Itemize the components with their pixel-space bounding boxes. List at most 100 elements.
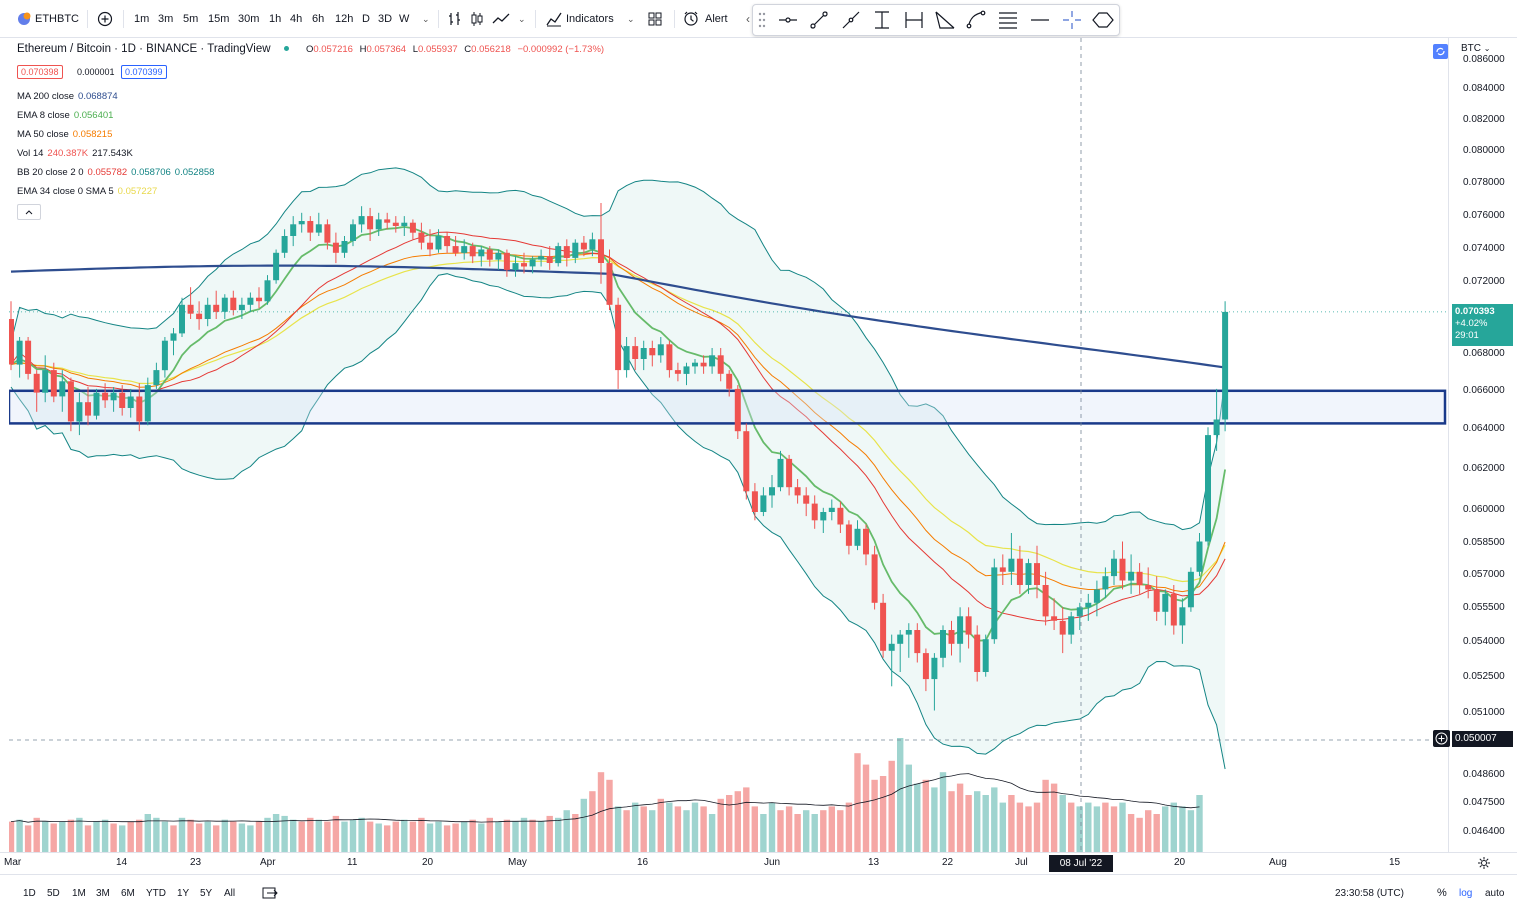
trend-line-icon[interactable]	[810, 11, 828, 29]
volume-bar	[110, 823, 117, 852]
candle-body	[1093, 589, 1100, 603]
vertical-range-icon[interactable]	[875, 11, 889, 29]
curve-line-icon[interactable]	[966, 10, 986, 29]
volume-bar	[1025, 806, 1032, 852]
sync-icon[interactable]	[1433, 44, 1448, 59]
candle-body	[1179, 607, 1186, 626]
alarm-clock-icon[interactable]	[683, 0, 699, 38]
interval-button[interactable]: 5m	[183, 13, 199, 25]
interval-button[interactable]: 1h	[269, 13, 282, 25]
chart-settings-gear-icon[interactable]	[1477, 856, 1491, 875]
study-legend-row[interactable]: EMA 34 close 0 SMA 5 0.057227	[17, 186, 161, 197]
interval-button[interactable]: 3m	[158, 13, 174, 25]
candles-chart-type-icon[interactable]	[470, 0, 484, 38]
date-range-button[interactable]: 1M	[72, 888, 86, 899]
study-legend-row[interactable]: MA 200 close 0.068874	[17, 91, 122, 102]
candle-body	[144, 385, 151, 422]
study-value: 0.052858	[174, 167, 215, 178]
percent-scale-toggle[interactable]: %	[1437, 887, 1447, 899]
volume-bar	[956, 783, 964, 852]
date-range-button[interactable]: 3M	[96, 888, 110, 899]
horizontal-range-icon[interactable]	[905, 12, 923, 28]
candle-body	[93, 392, 100, 416]
interval-button[interactable]: 3D	[378, 13, 393, 25]
candle-body	[606, 263, 613, 305]
date-range-button[interactable]: YTD	[146, 888, 166, 899]
indicators-icon[interactable]	[546, 0, 562, 38]
study-legend-row[interactable]: BB 20 close 2 0 0.055782 0.058706 0.052858	[17, 167, 218, 178]
time-tick: Apr	[260, 857, 276, 868]
interval-button[interactable]: 15m	[208, 13, 230, 25]
triangle-pattern-icon[interactable]	[935, 11, 955, 29]
compare-symbol-button[interactable]	[97, 0, 113, 38]
candles	[8, 203, 1448, 711]
date-range-button[interactable]: 6M	[121, 888, 135, 899]
volume-bar	[974, 791, 981, 852]
price-tick: 0.055500	[1463, 602, 1505, 613]
candle-body	[1068, 616, 1075, 635]
price-tick: 0.076000	[1463, 210, 1505, 221]
study-legend-row[interactable]: EMA 8 close 0.056401	[17, 110, 117, 121]
interval-button[interactable]: 6h	[312, 13, 325, 25]
currency-selector[interactable]: BTC ⌄	[1461, 43, 1490, 54]
templates-grid-icon[interactable]	[648, 0, 662, 38]
symbol-search-button[interactable]: ETHBTC	[35, 13, 79, 25]
candle-body	[512, 263, 519, 270]
crosshair-icon[interactable]	[1063, 11, 1081, 29]
price-tick: 0.047500	[1463, 797, 1505, 808]
date-range-button[interactable]: 1Y	[177, 888, 190, 899]
candle-body	[298, 221, 305, 225]
volume-bar	[375, 823, 382, 852]
volume-bar	[59, 821, 66, 852]
interval-button[interactable]: D	[362, 13, 370, 25]
candle-body	[786, 458, 793, 488]
study-legend-row[interactable]: Vol 14 240.387K 217.543K	[17, 148, 137, 159]
fib-retracement-icon[interactable]	[999, 12, 1017, 29]
add-alert-plus-icon[interactable]	[1433, 730, 1450, 747]
indicators-dropdown-chevron-icon[interactable]: ⌄	[627, 14, 635, 24]
interval-button[interactable]: 4h	[290, 13, 303, 25]
collapse-legend-button[interactable]	[17, 204, 41, 220]
interval-button[interactable]: W	[399, 13, 410, 25]
line-chart-type-icon[interactable]	[492, 0, 510, 38]
price-chart[interactable]	[7, 38, 1448, 852]
date-range-button[interactable]: All	[224, 888, 236, 899]
buy-price-button[interactable]: 0.070399	[121, 65, 167, 79]
date-range-button[interactable]: 1D	[23, 888, 36, 899]
interval-button[interactable]: 30m	[238, 13, 260, 25]
extended-line-icon[interactable]	[842, 11, 860, 29]
price-scale[interactable]: BTC ⌄ 0.086000 0.084000 0.082000 0.080000 0.…	[1433, 38, 1517, 852]
volume-bar	[743, 787, 750, 852]
support-zone-rectangle[interactable]	[7, 389, 1447, 425]
date-range-button[interactable]: 5D	[47, 888, 60, 899]
goto-date-icon[interactable]	[262, 886, 278, 905]
scroll-left-chevron-icon[interactable]: ‹	[746, 12, 750, 26]
currency-dropdown-chevron-icon: ⌄	[1483, 44, 1491, 53]
interval-dropdown-chevron-icon[interactable]: ⌄	[422, 14, 430, 24]
alert-button[interactable]: Alert	[705, 13, 728, 25]
bar-chart-type-icon[interactable]	[448, 0, 462, 38]
candle-body	[1102, 576, 1109, 590]
sell-price-button[interactable]: 0.070398	[17, 65, 63, 79]
horizontal-ray-icon[interactable]	[779, 17, 797, 23]
chart-type-dropdown-chevron-icon[interactable]: ⌄	[518, 14, 526, 24]
chart-pane[interactable]: Ethereum / Bitcoin · 1D · BINANCE · Trad…	[7, 38, 1448, 852]
bottom-toolbar: 1D 5D 1M 3M 6M YTD 1Y 5Y All 23:30:58 (UTC) % lo…	[0, 874, 1517, 912]
volume-bar	[221, 819, 228, 852]
date-range-button[interactable]: 5Y	[200, 888, 213, 899]
interval-button[interactable]: 1m	[134, 13, 150, 25]
plus-circle-icon	[97, 11, 113, 27]
utc-clock[interactable]: 23:30:58 (UTC)	[1335, 888, 1404, 899]
volume-bar	[572, 814, 579, 852]
auto-scale-toggle[interactable]: auto	[1485, 888, 1505, 899]
ellipse-icon[interactable]	[1092, 12, 1114, 28]
log-scale-toggle[interactable]: log	[1459, 888, 1473, 899]
time-axis[interactable]: Mar 14 23 Apr 11 20 May 16 Jun 13 22 Jul 20 Aug 15 08 …	[0, 852, 1517, 875]
study-legend-row[interactable]: MA 50 close 0.058215	[17, 129, 116, 140]
indicators-button[interactable]: Indicators	[566, 13, 614, 25]
drag-handle-icon[interactable]	[758, 12, 766, 28]
volume-bar	[1042, 779, 1049, 852]
interval-button[interactable]: 12h	[335, 13, 354, 25]
candle-body	[256, 297, 262, 302]
volume-bar	[469, 819, 476, 852]
